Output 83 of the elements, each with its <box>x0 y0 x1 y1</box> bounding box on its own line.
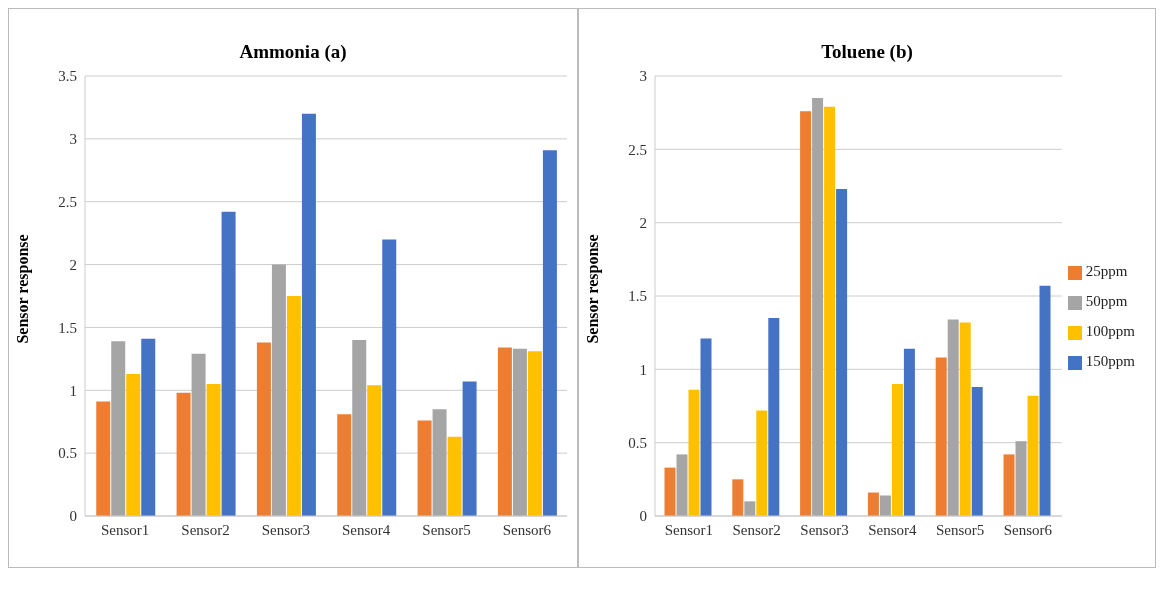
bar <box>971 386 983 516</box>
y-tick-label: 2.5 <box>628 141 647 158</box>
y-axis-title: Sensor response <box>584 234 602 344</box>
bar <box>432 409 447 516</box>
bar <box>367 385 382 516</box>
bar <box>221 211 236 516</box>
y-tick-label: 1 <box>69 382 77 399</box>
bar <box>935 357 947 516</box>
y-axis-title: Sensor response <box>14 234 32 344</box>
chart-title: Toluene (b) <box>821 41 913 62</box>
bar <box>867 492 879 516</box>
y-tick-label: 0.5 <box>628 434 647 451</box>
x-tick-label: Sensor6 <box>1003 521 1053 538</box>
legend-label: 25ppm <box>1085 263 1128 279</box>
x-tick-label: Sensor5 <box>422 521 471 538</box>
x-tick-label: Sensor6 <box>502 521 552 538</box>
y-tick-label: 3 <box>69 131 77 148</box>
bar <box>141 338 156 516</box>
bar <box>1003 454 1015 516</box>
bar <box>800 111 812 516</box>
bar <box>256 342 271 516</box>
bar <box>959 322 971 516</box>
bar <box>512 348 527 516</box>
bar <box>462 381 477 516</box>
bar <box>96 401 111 516</box>
bar <box>676 454 688 516</box>
bar <box>664 467 676 516</box>
bar <box>891 384 903 516</box>
bar <box>824 106 836 516</box>
bar <box>812 98 824 516</box>
x-tick-label: Sensor4 <box>868 521 917 538</box>
bar <box>206 384 221 516</box>
x-tick-label: Sensor2 <box>732 521 781 538</box>
bar <box>497 347 512 516</box>
bar <box>768 318 780 516</box>
legend-label: 100ppm <box>1085 323 1135 339</box>
y-tick-label: 0 <box>639 508 647 525</box>
x-tick-label: Sensor1 <box>664 521 714 538</box>
bar <box>417 420 432 516</box>
bar <box>879 495 891 516</box>
bar <box>111 341 126 516</box>
bar <box>1027 395 1039 516</box>
y-tick-label: 1 <box>639 361 647 378</box>
bar <box>527 351 542 516</box>
y-tick-label: 1.5 <box>628 288 647 305</box>
bar <box>1015 441 1027 516</box>
bar <box>836 188 848 516</box>
y-tick-label: 1.5 <box>58 319 77 336</box>
y-tick-label: 3.5 <box>58 68 77 85</box>
x-tick-label: Sensor2 <box>181 521 230 538</box>
x-tick-label: Sensor5 <box>935 521 985 538</box>
bar <box>744 501 756 516</box>
y-tick-label: 2 <box>69 256 77 273</box>
y-tick-label: 0.5 <box>58 445 77 462</box>
chart-title: Ammonia (a) <box>239 41 347 62</box>
y-tick-label: 0 <box>69 508 77 525</box>
bar <box>447 436 462 516</box>
bar <box>126 373 141 516</box>
bar <box>176 392 191 516</box>
bar <box>286 296 301 516</box>
y-tick-label: 2.5 <box>58 194 77 211</box>
bar <box>688 389 700 516</box>
bar <box>756 410 768 516</box>
bar <box>1039 285 1051 516</box>
bar <box>732 479 744 516</box>
bar <box>542 150 557 516</box>
y-tick-label: 2 <box>639 214 647 231</box>
x-tick-label: Sensor3 <box>261 521 311 538</box>
x-tick-label: Sensor3 <box>800 521 849 538</box>
x-tick-label: Sensor1 <box>100 521 150 538</box>
bar <box>947 319 959 516</box>
bar <box>337 414 352 516</box>
bar <box>271 264 286 516</box>
bar <box>352 340 367 516</box>
bar <box>382 239 397 516</box>
bar <box>191 353 206 516</box>
legend-label: 150ppm <box>1085 353 1135 369</box>
bar <box>903 348 915 516</box>
legend-label: 50ppm <box>1085 293 1128 309</box>
bar <box>301 113 316 516</box>
bar <box>700 338 712 516</box>
x-tick-label: Sensor4 <box>341 521 391 538</box>
y-tick-label: 3 <box>639 68 647 85</box>
